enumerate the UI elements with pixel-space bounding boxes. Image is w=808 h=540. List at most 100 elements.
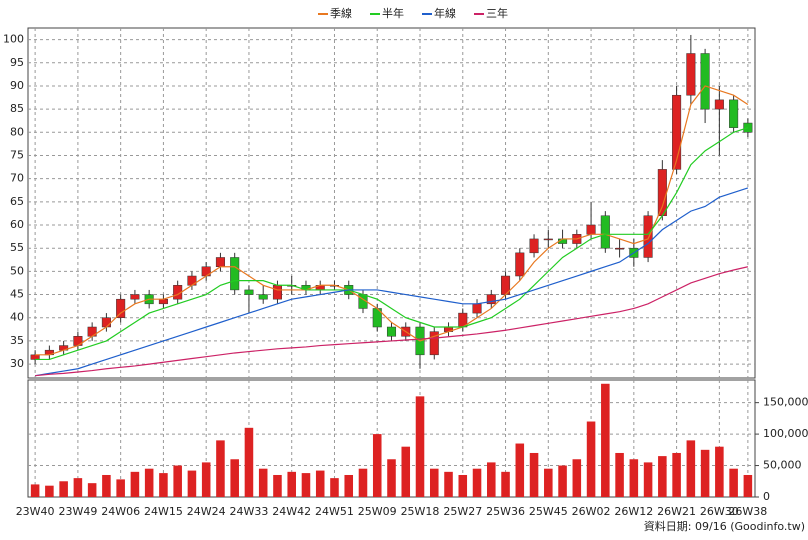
x-tick-label: 23W49 bbox=[58, 505, 97, 518]
x-tick-label: 24W33 bbox=[230, 505, 269, 518]
x-tick-label: 25W18 bbox=[401, 505, 440, 518]
y2-tick-label: 150,000 bbox=[763, 396, 808, 409]
volume-bar bbox=[487, 462, 496, 497]
y-tick-label: 95 bbox=[10, 56, 24, 69]
volume-bar bbox=[173, 465, 182, 497]
x-tick-label: 24W51 bbox=[315, 505, 354, 518]
x-tick-label: 26W12 bbox=[614, 505, 653, 518]
x-tick-label: 24W15 bbox=[144, 505, 183, 518]
volume-bar bbox=[344, 474, 354, 497]
volume-bar bbox=[201, 462, 211, 497]
volume-bar bbox=[472, 468, 482, 497]
candle-body bbox=[700, 53, 710, 110]
footnote: 資料日期: 09/16 (Goodinfo.tw) bbox=[644, 519, 805, 533]
volume-bar bbox=[544, 468, 553, 497]
volume-bar bbox=[686, 440, 696, 497]
candle-body bbox=[600, 215, 610, 249]
ma-line bbox=[35, 127, 749, 361]
volume-bar bbox=[301, 473, 311, 497]
volume-bar bbox=[144, 468, 154, 497]
y-tick-label: 65 bbox=[10, 195, 24, 208]
y-tick-label: 50 bbox=[10, 264, 24, 277]
candle-body bbox=[472, 303, 482, 314]
volume-bar bbox=[558, 465, 567, 497]
volume-bar bbox=[187, 470, 197, 497]
candle-body bbox=[486, 294, 496, 305]
volume-bar bbox=[258, 468, 268, 497]
volume-bar bbox=[586, 421, 596, 497]
x-tick-label: 25W36 bbox=[486, 505, 525, 518]
candle-body bbox=[529, 238, 539, 254]
x-tick-label: 26W21 bbox=[657, 505, 696, 518]
y-tick-label: 30 bbox=[10, 357, 24, 370]
candle-body bbox=[230, 257, 240, 291]
volume-bar bbox=[130, 471, 140, 497]
candle-body bbox=[429, 331, 439, 356]
volume-bar bbox=[444, 471, 453, 497]
volume-bar bbox=[629, 459, 639, 497]
legend-label: 半年 bbox=[382, 6, 404, 20]
y-tick-label: 40 bbox=[10, 311, 24, 324]
y-tick-label: 70 bbox=[10, 172, 24, 185]
x-tick-label: 25W27 bbox=[443, 505, 482, 518]
y-tick-label: 55 bbox=[10, 241, 24, 254]
volume-bar bbox=[287, 471, 296, 497]
volume-bar bbox=[700, 449, 710, 497]
volume-bar bbox=[30, 484, 40, 497]
candle-body bbox=[386, 326, 397, 337]
candle-body bbox=[543, 238, 553, 241]
volume-bar bbox=[743, 474, 753, 497]
candle-body bbox=[515, 252, 525, 277]
y-tick-label: 90 bbox=[10, 79, 24, 92]
volume-bar bbox=[387, 459, 396, 497]
volume-bar bbox=[601, 383, 610, 497]
x-tick-label: 25W09 bbox=[358, 505, 397, 518]
volume-bar bbox=[116, 479, 125, 497]
x-tick-label: 23W40 bbox=[16, 505, 55, 518]
volume-bar bbox=[501, 471, 510, 497]
volume-bar bbox=[273, 474, 282, 497]
volume-bar bbox=[87, 483, 97, 497]
y-tick-label: 80 bbox=[10, 125, 24, 138]
candle-body bbox=[272, 285, 282, 300]
candle-body bbox=[158, 298, 168, 305]
candle-body bbox=[30, 354, 40, 360]
candle-body bbox=[686, 53, 696, 96]
x-tick-label: 24W42 bbox=[272, 505, 311, 518]
candle-body bbox=[615, 247, 625, 250]
volume-bar bbox=[515, 443, 525, 497]
x-tick-label: 26W30 bbox=[700, 505, 739, 518]
volume-bar bbox=[615, 452, 624, 497]
volume-bar bbox=[102, 474, 111, 497]
volume-bar bbox=[415, 396, 425, 497]
y-tick-label: 35 bbox=[10, 334, 24, 347]
price-frame bbox=[27, 27, 756, 379]
x-tick-label: 26W38 bbox=[728, 505, 767, 518]
volume-bar bbox=[729, 468, 738, 497]
candle-body bbox=[672, 94, 682, 170]
volume-bar bbox=[458, 474, 468, 497]
volume-bar bbox=[372, 434, 382, 497]
volume-bar bbox=[643, 462, 653, 497]
volume-bar bbox=[658, 456, 667, 497]
volume-bar bbox=[73, 478, 83, 497]
volume-bar bbox=[572, 459, 582, 497]
candle-body bbox=[244, 289, 254, 295]
x-tick-label: 26W02 bbox=[572, 505, 611, 518]
candle-body bbox=[643, 215, 653, 258]
y-tick-label: 60 bbox=[10, 218, 24, 231]
candle-body bbox=[130, 294, 140, 300]
legend-label: 年線 bbox=[434, 6, 456, 20]
ma-line bbox=[35, 187, 749, 377]
x-tick-label: 24W24 bbox=[187, 505, 226, 518]
volume-bar bbox=[59, 481, 68, 497]
candle-body bbox=[215, 257, 225, 267]
x-tick-label: 24W06 bbox=[101, 505, 140, 518]
legend-label: 三年 bbox=[486, 6, 508, 20]
volume-bar bbox=[715, 446, 724, 497]
candle-body bbox=[101, 317, 111, 328]
volume-bar bbox=[672, 452, 681, 497]
volume-bar bbox=[401, 446, 411, 497]
candle-body bbox=[714, 99, 724, 110]
